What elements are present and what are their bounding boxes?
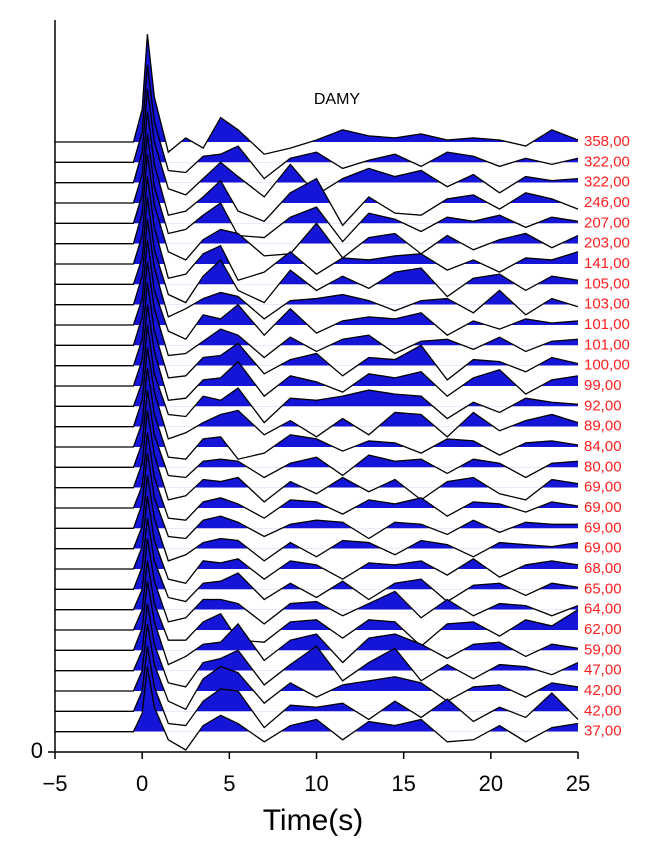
- trace-line: [55, 111, 579, 227]
- trace-label: 207,00: [584, 214, 630, 231]
- trace-line: [55, 219, 579, 320]
- trace-label: 322,00: [584, 153, 630, 170]
- trace-line: [55, 347, 579, 440]
- trace-label: 47,00: [584, 662, 622, 679]
- trace-label: 100,00: [584, 357, 630, 374]
- trace-line: [55, 367, 579, 460]
- positive-fill: [133, 538, 578, 610]
- trace-label: 246,00: [584, 194, 630, 211]
- trace-label: 92,00: [584, 397, 622, 414]
- x-tick-label: 15: [391, 771, 415, 796]
- trace-label: 64,00: [584, 601, 622, 618]
- trace-label: 103,00: [584, 296, 630, 313]
- chart-title: DAMY: [314, 91, 361, 108]
- trace-line: [55, 646, 579, 729]
- positive-fill: [55, 495, 578, 569]
- trace-label: 69,00: [584, 479, 622, 496]
- x-axis-label: Time(s): [263, 804, 364, 837]
- trace-line: [55, 89, 579, 198]
- trace-label: 322,00: [584, 174, 630, 191]
- trace-line: [55, 133, 579, 243]
- trace-label: 141,00: [584, 255, 630, 272]
- trace-label: 37,00: [584, 723, 622, 740]
- x-tick-label: 10: [304, 771, 328, 796]
- trace-label: 68,00: [584, 560, 622, 577]
- trace-line: [55, 34, 579, 155]
- positive-fill: [55, 560, 578, 630]
- trace-label: 69,00: [584, 540, 622, 557]
- trace-label: 69,00: [584, 519, 622, 536]
- trace-line: [55, 261, 579, 359]
- x-tick-label: 20: [479, 771, 503, 796]
- trace-line: [55, 603, 579, 688]
- x-tick-label: 5: [223, 771, 235, 796]
- x-tick-label: −5: [42, 771, 67, 796]
- trace-line: [55, 196, 579, 304]
- trace-line: [55, 518, 579, 603]
- trace-label: 101,00: [584, 316, 630, 333]
- trace-line: [55, 324, 579, 424]
- trace-label: 203,00: [584, 235, 630, 252]
- trace-label: 42,00: [584, 702, 622, 719]
- trace-line: [55, 475, 579, 562]
- trace-label: 101,00: [584, 336, 630, 353]
- trace-line: [55, 452, 578, 540]
- x-tick-label: 25: [566, 771, 590, 796]
- trace-line: [55, 282, 579, 381]
- trace-line: [55, 432, 579, 521]
- trace-label: 65,00: [584, 580, 622, 597]
- trace-line: [55, 666, 579, 751]
- x-tick-label: 0: [136, 771, 148, 796]
- trace-line: [55, 389, 579, 479]
- trace-label: 105,00: [584, 275, 630, 292]
- trace-label: 89,00: [584, 418, 622, 435]
- trace-label: 42,00: [584, 682, 622, 699]
- trace-label: 84,00: [584, 438, 622, 455]
- trace-label: 358,00: [584, 133, 630, 150]
- positive-fill: [55, 581, 578, 651]
- trace-line: [55, 581, 579, 666]
- trace-line: [55, 623, 579, 711]
- trace-label: 99,00: [584, 377, 622, 394]
- positive-fill: [55, 111, 578, 203]
- trace-line: [55, 304, 579, 401]
- trace-line: [55, 239, 579, 341]
- trace-line: [55, 560, 579, 648]
- trace-line: [55, 176, 579, 282]
- trace-label: 80,00: [584, 458, 622, 475]
- trace-line: [55, 410, 579, 503]
- trace-line: [55, 538, 579, 625]
- trace-label: 69,00: [584, 499, 622, 516]
- trace-line: [55, 64, 579, 180]
- trace-label: 59,00: [584, 641, 622, 658]
- trace-line: [55, 495, 579, 584]
- trace-label: 62,00: [584, 621, 622, 638]
- y-tick-label: 0: [31, 738, 43, 763]
